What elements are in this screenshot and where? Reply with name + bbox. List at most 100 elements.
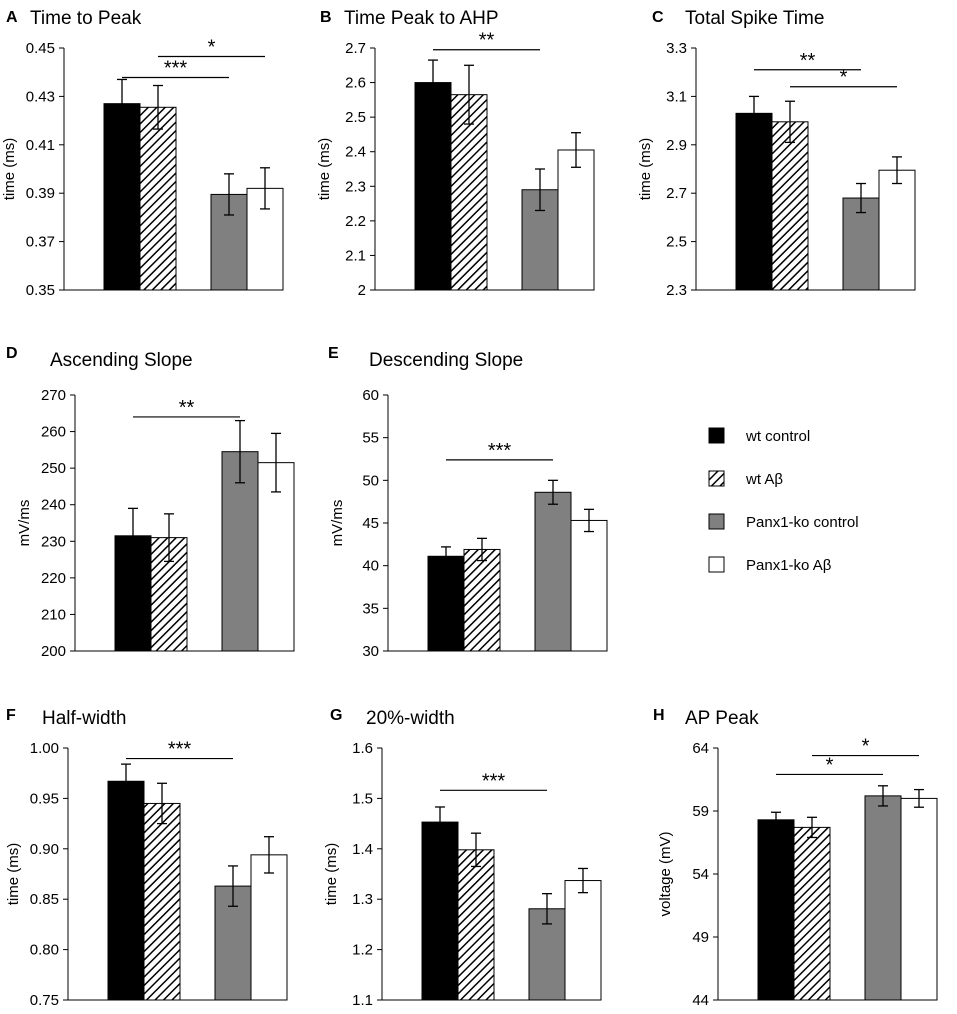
y-tick-label: 2.9 xyxy=(666,137,687,154)
y-tick-label: 2.7 xyxy=(345,40,366,57)
significance-label: * xyxy=(840,67,848,89)
legend-item: Panx1-ko Aβ xyxy=(708,556,832,574)
legend-item: wt Aβ xyxy=(708,470,783,488)
y-tick-label: 0.35 xyxy=(26,282,55,299)
y-tick-label: 0.45 xyxy=(26,40,55,57)
y-tick-label: 2.7 xyxy=(666,185,687,202)
bar-4 xyxy=(878,169,916,291)
bar-1 xyxy=(421,821,459,1001)
y-tick-label: 2.2 xyxy=(345,213,366,230)
y-tick-label: 2.6 xyxy=(345,75,366,92)
y-axis-label: time (ms) xyxy=(316,138,333,201)
y-tick-label: 1.00 xyxy=(30,740,59,757)
bar-2 xyxy=(139,106,177,291)
bar-2 xyxy=(143,802,181,1001)
panel-title: Half-width xyxy=(42,708,126,729)
y-tick-label: 44 xyxy=(692,992,709,1009)
panel-title: Total Spike Time xyxy=(685,8,824,29)
bar-4 xyxy=(257,462,295,652)
y-tick-label: 3.3 xyxy=(666,40,687,57)
y-tick-label: 0.37 xyxy=(26,234,55,251)
y-tick-label: 2.1 xyxy=(345,247,366,264)
legend: wt control wt Aβ Panx1-ko control Panx1-ko … xyxy=(708,427,859,574)
y-tick-label: 3.1 xyxy=(666,88,687,105)
y-tick-label: 1.1 xyxy=(352,992,373,1009)
y-tick-label: 230 xyxy=(41,533,66,550)
legend-swatch xyxy=(708,470,725,487)
y-tick-label: 49 xyxy=(692,929,709,946)
panel-A: A Time to Peak 0.35 0.37 0.39 0.41 0.43 0.45 tim… xyxy=(1,8,284,299)
y-tick-label: 240 xyxy=(41,497,66,514)
legend-item: wt control xyxy=(708,427,810,445)
y-tick-label: 0.95 xyxy=(30,790,59,807)
panel-title: Ascending Slope xyxy=(50,350,193,371)
bar-1 xyxy=(114,535,152,652)
panel-B: B Time Peak to AHP 2 2.1 2.2 2.3 2.4 2.5 2.6 2.7 t… xyxy=(316,8,595,299)
y-tick-label: 2.5 xyxy=(345,109,366,126)
y-axis-label: voltage (mV) xyxy=(657,831,674,916)
y-tick-label: 1.4 xyxy=(352,841,373,858)
panel-letter: H xyxy=(653,707,665,724)
bar-3 xyxy=(864,795,902,1001)
significance-label: *** xyxy=(488,440,512,462)
y-tick-label: 1.2 xyxy=(352,942,373,959)
significance-label: ** xyxy=(179,397,195,419)
panel-title: Time to Peak xyxy=(30,8,142,29)
legend-item: Panx1-ko control xyxy=(708,513,859,531)
y-tick-label: 0.85 xyxy=(30,891,59,908)
panel-E: E Descending Slope 30 35 40 45 50 55 60 mV/ms *** xyxy=(328,345,608,660)
y-tick-label: 2.3 xyxy=(666,282,687,299)
bar-1 xyxy=(735,112,773,291)
panel-title: 20%-width xyxy=(366,708,455,729)
bar-3 xyxy=(534,491,572,652)
legend-swatch xyxy=(708,556,725,573)
panel-F: F Half-width 0.75 0.80 0.85 0.90 0.95 1.00 time … xyxy=(5,707,288,1009)
legend-label: wt Aβ xyxy=(745,471,783,488)
bar-1 xyxy=(103,103,141,291)
y-axis-label: time (ms) xyxy=(5,843,22,906)
panel-letter: E xyxy=(328,345,339,362)
y-tick-label: 60 xyxy=(362,387,379,404)
y-axis-label: mV/ms xyxy=(16,500,33,547)
panel-C: C Total Spike Time 2.3 2.5 2.7 2.9 3.1 3.3 time … xyxy=(637,8,916,299)
panel-letter: A xyxy=(6,9,18,26)
bar-4 xyxy=(570,519,608,652)
y-axis-label: mV/ms xyxy=(329,500,346,547)
panel-H: H AP Peak 44 49 54 59 64 voltage (mV) * * xyxy=(653,707,938,1009)
y-tick-label: 220 xyxy=(41,570,66,587)
y-axis-label: time (ms) xyxy=(637,138,654,201)
significance-label: ** xyxy=(479,30,495,52)
bar-3 xyxy=(214,885,252,1001)
y-tick-label: 260 xyxy=(41,424,66,441)
bar-3 xyxy=(221,451,259,652)
panel-title: Descending Slope xyxy=(369,350,523,371)
panel-title: AP Peak xyxy=(685,708,759,729)
y-tick-label: 50 xyxy=(362,472,379,489)
legend-label: Panx1-ko Aβ xyxy=(746,557,832,574)
y-tick-label: 45 xyxy=(362,515,379,532)
panel-letter: G xyxy=(330,707,342,724)
y-tick-label: 0.90 xyxy=(30,841,59,858)
y-tick-label: 30 xyxy=(362,643,379,660)
y-tick-label: 1.6 xyxy=(352,740,373,757)
panel-letter: B xyxy=(320,9,332,26)
y-tick-label: 1.5 xyxy=(352,790,373,807)
bar-2 xyxy=(771,121,809,291)
panel-letter: F xyxy=(6,707,16,724)
y-tick-label: 0.43 xyxy=(26,88,55,105)
bar-4 xyxy=(557,149,595,291)
bar-2 xyxy=(793,826,831,1001)
y-tick-label: 0.75 xyxy=(30,992,59,1009)
bar-2 xyxy=(457,849,495,1001)
significance-label: * xyxy=(862,736,870,758)
y-tick-label: 210 xyxy=(41,606,66,623)
bar-2 xyxy=(463,548,501,652)
y-tick-label: 40 xyxy=(362,558,379,575)
significance-label: ** xyxy=(800,50,816,72)
y-tick-label: 2 xyxy=(358,282,366,299)
legend-swatch xyxy=(708,513,725,530)
y-tick-label: 1.3 xyxy=(352,891,373,908)
panel-letter: D xyxy=(6,345,18,362)
panel-G: G 20%-width 1.1 1.2 1.3 1.4 1.5 1.6 time (ms) *** xyxy=(323,707,602,1009)
significance-label: * xyxy=(826,754,834,776)
